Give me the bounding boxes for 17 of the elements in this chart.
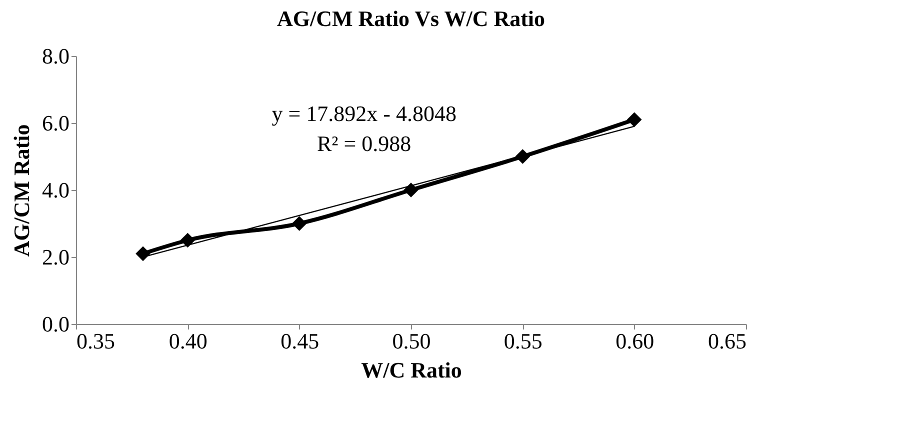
y-tick-label: 2.0 <box>42 244 70 270</box>
x-tick-label: 0.60 <box>616 328 654 354</box>
y-tick-label: 6.0 <box>42 110 70 136</box>
y-axis-title: AG/CM Ratio <box>9 124 34 257</box>
x-tick-label: 0.50 <box>392 328 431 354</box>
x-axis-title: W/C Ratio <box>361 358 462 382</box>
y-tick-label: 8.0 <box>42 44 70 68</box>
x-tick-label: 0.55 <box>504 328 542 354</box>
y-tick-label: 4.0 <box>42 178 70 202</box>
x-tick-label: 0.35 <box>76 328 115 354</box>
annotation: R² = 0.988 <box>317 131 412 156</box>
x-tick-label: 0.45 <box>280 328 320 354</box>
x-tick-label: 0.40 <box>168 328 208 354</box>
annotation: y = 17.892x - 4.8048 <box>272 101 456 126</box>
y-tick-label: 0.0 <box>42 312 70 336</box>
x-tick-label: 0.65 <box>708 328 746 354</box>
chart-title: AG/CM Ratio Vs W/C Ratio <box>276 6 546 31</box>
